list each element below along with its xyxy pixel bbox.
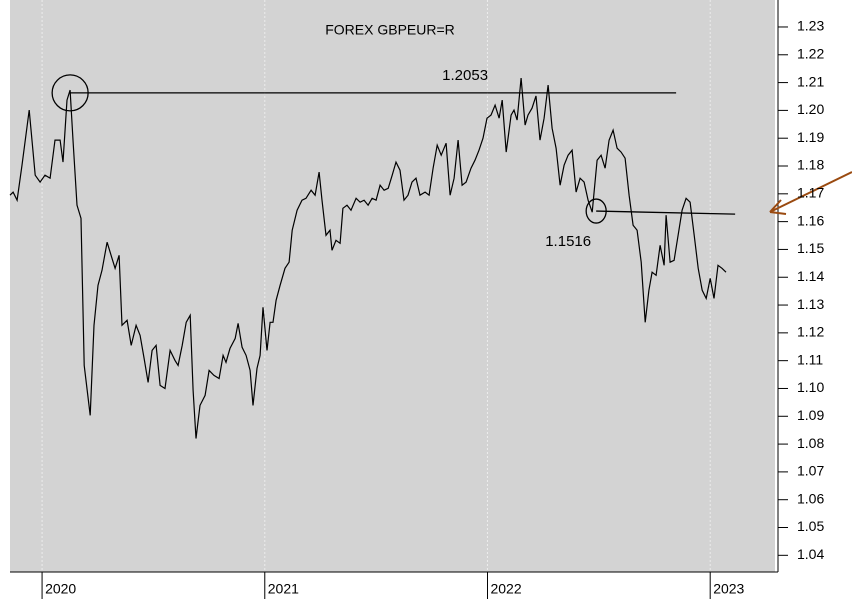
y-tick-label: 1.04 xyxy=(797,546,824,562)
y-tick-label: 1.16 xyxy=(797,212,824,228)
y-tick-label: 1.08 xyxy=(797,435,824,451)
y-tick-label: 1.10 xyxy=(797,379,824,395)
arrow-head xyxy=(769,199,787,215)
y-tick-label: 1.19 xyxy=(797,129,824,145)
y-tick-label: 1.15 xyxy=(797,240,824,256)
chart-title: FOREX GBPEUR=R xyxy=(325,22,455,38)
plot-area xyxy=(10,0,775,572)
x-tick-label: 2023 xyxy=(713,581,744,597)
arrow xyxy=(769,171,852,215)
arrow-line xyxy=(771,171,852,212)
level-label: 1.2053 xyxy=(442,67,488,84)
y-tick-label: 1.21 xyxy=(797,73,824,89)
level-line xyxy=(596,210,736,215)
y-tick-label: 1.13 xyxy=(797,296,824,312)
y-tick-label: 1.14 xyxy=(797,268,824,284)
level-circle xyxy=(585,198,607,224)
y-tick-label: 1.22 xyxy=(797,45,824,61)
x-tick-label: 2020 xyxy=(45,581,76,597)
x-tick-label: 2021 xyxy=(268,581,299,597)
y-tick-label: 1.11 xyxy=(797,351,823,367)
level-circle xyxy=(51,74,89,112)
y-tick-label: 1.09 xyxy=(797,407,824,423)
price-line xyxy=(9,78,727,439)
y-tick-label: 1.23 xyxy=(797,18,824,34)
y-tick-label: 1.05 xyxy=(797,518,824,534)
y-tick-label: 1.17 xyxy=(797,185,824,201)
y-tick-label: 1.06 xyxy=(797,490,824,506)
y-tick-label: 1.12 xyxy=(797,324,824,340)
x-tick-label: 2022 xyxy=(490,581,521,597)
level-label: 1.1516 xyxy=(545,233,591,250)
y-tick-label: 1.20 xyxy=(797,101,824,117)
y-tick-label: 1.18 xyxy=(797,157,824,173)
y-tick-label: 1.07 xyxy=(797,463,824,479)
